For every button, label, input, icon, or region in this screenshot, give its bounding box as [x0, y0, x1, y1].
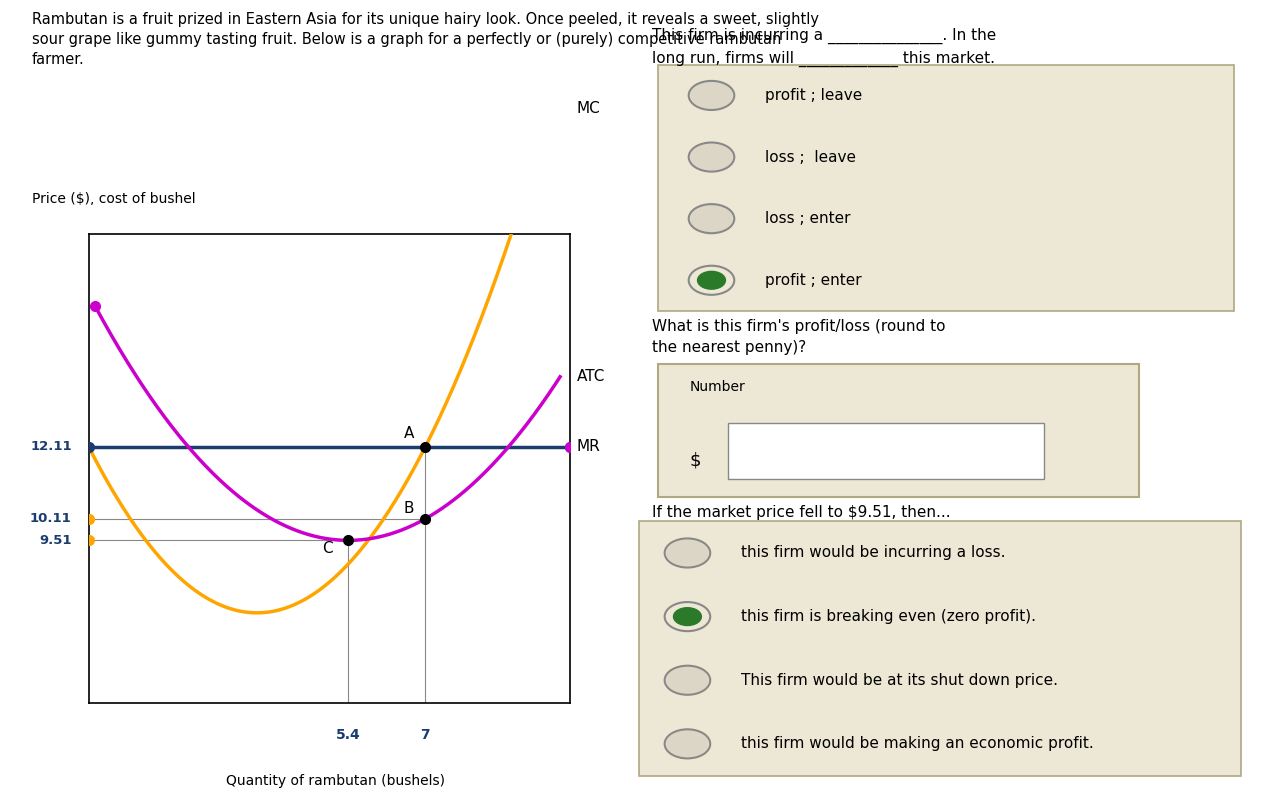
Text: ATC: ATC [577, 369, 605, 385]
Text: Number: Number [690, 380, 746, 393]
Text: this firm would be incurring a loss.: this firm would be incurring a loss. [741, 545, 1005, 561]
Text: A: A [404, 426, 414, 440]
Text: Quantity of rambutan (bushels): Quantity of rambutan (bushels) [227, 774, 444, 788]
Text: 12.11: 12.11 [30, 440, 72, 453]
Text: profit ; enter: profit ; enter [765, 273, 861, 288]
Text: profit ; leave: profit ; leave [765, 88, 862, 103]
Text: 9.51: 9.51 [39, 534, 72, 547]
Text: Price ($), cost of bushel: Price ($), cost of bushel [32, 192, 195, 206]
Text: B: B [404, 501, 414, 516]
Text: MC: MC [577, 100, 600, 116]
Text: this firm would be making an economic profit.: this firm would be making an economic pr… [741, 736, 1094, 751]
Text: This firm would be at its shut down price.: This firm would be at its shut down pric… [741, 673, 1057, 688]
Text: If the market price fell to $9.51, then...: If the market price fell to $9.51, then.… [652, 505, 951, 520]
Text: Rambutan is a fruit prized in Eastern Asia for its unique hairy look. Once peele: Rambutan is a fruit prized in Eastern As… [32, 12, 819, 67]
Text: $: $ [690, 452, 701, 469]
Text: 10.11: 10.11 [30, 512, 72, 525]
Text: MR: MR [577, 440, 600, 454]
Text: 5.4: 5.4 [335, 728, 361, 743]
Text: loss ; enter: loss ; enter [765, 211, 851, 226]
Text: C: C [322, 541, 333, 556]
Text: 7: 7 [420, 728, 430, 743]
Text: loss ;  leave: loss ; leave [765, 149, 856, 165]
Text: this firm is breaking even (zero profit).: this firm is breaking even (zero profit)… [741, 609, 1036, 624]
Text: What is this firm's profit/loss (round to
the nearest penny)?: What is this firm's profit/loss (round t… [652, 319, 946, 356]
Text: This firm is incurring a _______________. In the
long run, firms will __________: This firm is incurring a _______________… [652, 28, 996, 67]
